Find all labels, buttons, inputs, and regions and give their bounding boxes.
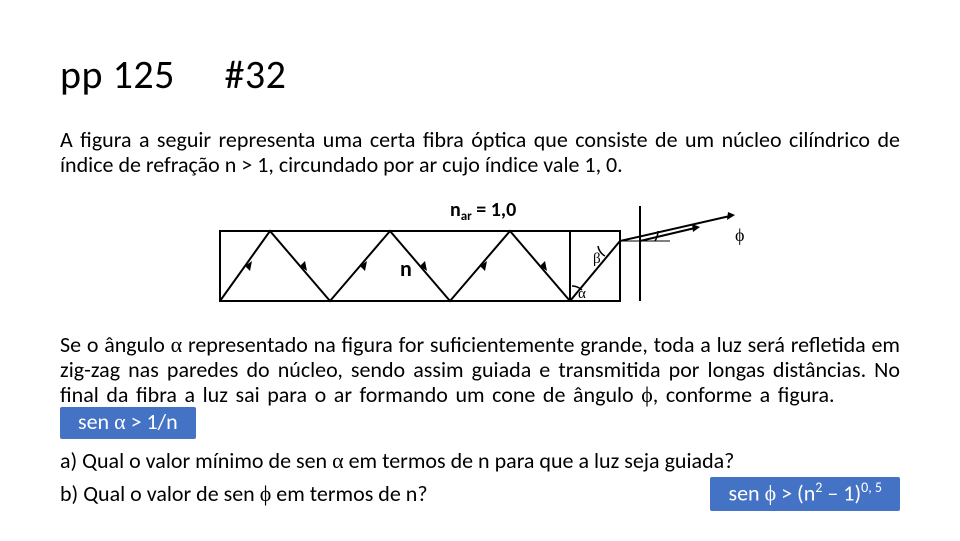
ans2-sym: ϕ (765, 481, 777, 506)
p2-c: , conforme a figura. (653, 381, 835, 408)
qa-a: a) Qual o valor mínimo de sen (60, 447, 332, 474)
answer-box-2: sen ϕ > (n2 – 1)0, 5 (710, 477, 900, 510)
title-right: #32 (224, 50, 286, 99)
intro-paragraph: A figura a seguir representa uma certa f… (60, 127, 900, 178)
diagram-container: α β ϕ n nar = 1,0 (60, 186, 900, 326)
slide-title: pp 125 #32 (60, 50, 900, 99)
qb-a: b) Qual o valor de sen (60, 480, 260, 507)
ans2-sup2: 0, 5 (861, 479, 882, 496)
question-b-row: b) Qual o valor de sen ϕ em termos de n?… (60, 477, 900, 510)
ans1-sym: α (114, 409, 126, 434)
ans1-pre: sen (78, 408, 114, 435)
qa-b: em termos de n para que a luz seja guiad… (344, 447, 735, 474)
p2-a: Se o ângulo (60, 331, 171, 358)
answer-box-1: sen α > 1/n (60, 407, 196, 438)
fiber-diagram: α β ϕ n nar = 1,0 (200, 186, 760, 326)
ans2-mid2: – 1) (822, 480, 861, 507)
n-label: n (400, 255, 412, 282)
title-left: pp 125 (60, 50, 175, 99)
qb-b: em termos de n? (271, 480, 427, 507)
question-a: a) Qual o valor mínimo de sen α em termo… (60, 447, 900, 476)
ans2-pre: sen (728, 480, 764, 507)
qa-alpha: α (332, 448, 344, 473)
qb-phi: ϕ (260, 481, 272, 506)
explanation-paragraph: Se o ângulo α representado na figura for… (60, 332, 900, 439)
p2-alpha: α (171, 332, 183, 357)
n-ar-label: nar = 1,0 (450, 198, 516, 224)
phi-label: ϕ (735, 225, 744, 245)
question-b: b) Qual o valor de sen ϕ em termos de n? (60, 480, 710, 507)
beta-label: β (593, 251, 601, 267)
ans1-post: > 1/n (126, 408, 178, 435)
alpha-label: α (578, 286, 586, 302)
p2-phi: ϕ (641, 382, 653, 407)
ans2-mid: > (n (776, 480, 815, 507)
